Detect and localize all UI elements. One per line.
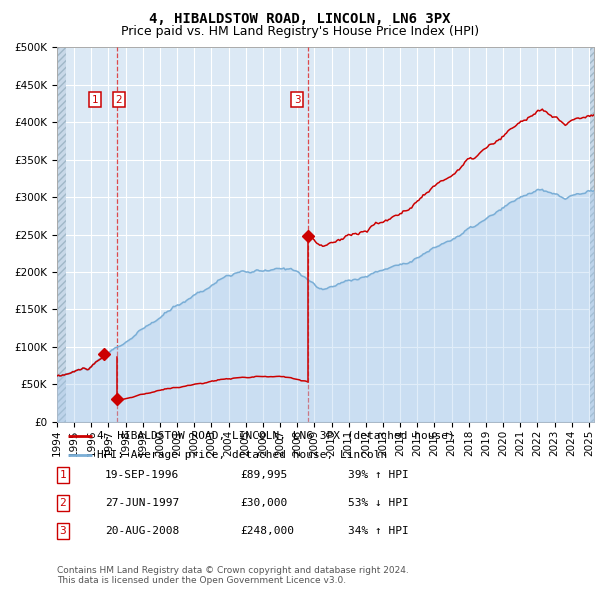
Text: 4, HIBALDSTOW ROAD, LINCOLN, LN6 3PX (detached house): 4, HIBALDSTOW ROAD, LINCOLN, LN6 3PX (de… [97,431,455,441]
Text: Price paid vs. HM Land Registry's House Price Index (HPI): Price paid vs. HM Land Registry's House … [121,25,479,38]
Text: 34% ↑ HPI: 34% ↑ HPI [348,526,409,536]
Text: 2: 2 [59,498,67,507]
Text: 2: 2 [115,94,122,104]
Text: 1: 1 [91,94,98,104]
Text: 27-JUN-1997: 27-JUN-1997 [105,498,179,507]
Text: 1: 1 [59,470,67,480]
Text: £89,995: £89,995 [240,470,287,480]
Text: 53% ↓ HPI: 53% ↓ HPI [348,498,409,507]
Text: £248,000: £248,000 [240,526,294,536]
Bar [57,47,67,422]
Text: £30,000: £30,000 [240,498,287,507]
Text: 3: 3 [59,526,67,536]
Text: 3: 3 [294,94,301,104]
Text: 4, HIBALDSTOW ROAD, LINCOLN, LN6 3PX: 4, HIBALDSTOW ROAD, LINCOLN, LN6 3PX [149,12,451,26]
Bar [590,47,595,422]
Text: Contains HM Land Registry data © Crown copyright and database right 2024.
This d: Contains HM Land Registry data © Crown c… [57,566,409,585]
Text: 39% ↑ HPI: 39% ↑ HPI [348,470,409,480]
Text: HPI: Average price, detached house, Lincoln: HPI: Average price, detached house, Linc… [97,451,388,460]
Text: 20-AUG-2008: 20-AUG-2008 [105,526,179,536]
Text: 19-SEP-1996: 19-SEP-1996 [105,470,179,480]
